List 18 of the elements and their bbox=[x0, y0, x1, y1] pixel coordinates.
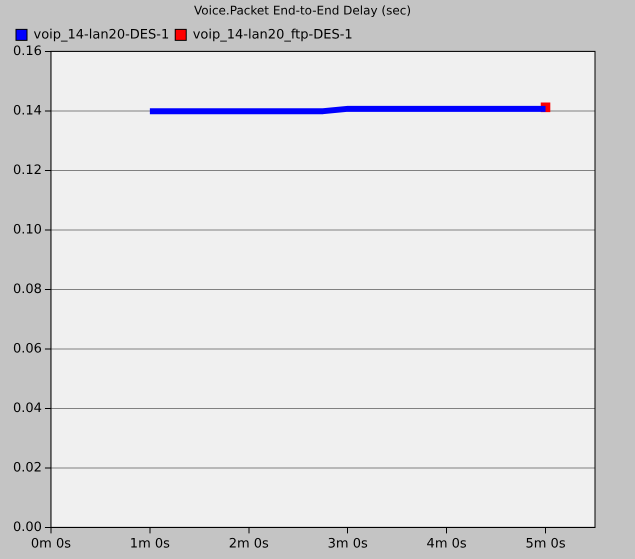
x-tick-label: 2m 0s bbox=[228, 536, 270, 552]
y-tick-label: 0.16 bbox=[12, 44, 42, 59]
x-tick-label: 3m 0s bbox=[328, 536, 368, 552]
y-tick-label: 0.06 bbox=[12, 341, 42, 356]
y-tick-label: 0.14 bbox=[12, 103, 42, 118]
chart-title: Voice.Packet End-to-End Delay (sec) bbox=[194, 3, 411, 18]
x-tick-label: 5m 0s bbox=[525, 536, 566, 552]
x-tick-label: 0m 0s bbox=[30, 536, 72, 552]
y-tick-label: 0.02 bbox=[12, 460, 42, 476]
y-tick-label: 0.08 bbox=[12, 282, 42, 297]
legend-label: voip_14-lan20_ftp-DES-1 bbox=[192, 27, 353, 42]
legend-label: voip_14-lan20-DES-1 bbox=[34, 27, 170, 42]
y-tick-label: 0.12 bbox=[12, 162, 42, 178]
x-tick-label: 4m 0s bbox=[426, 536, 467, 552]
y-tick-label: 0.00 bbox=[12, 520, 42, 535]
x-tick-label: 1m 0s bbox=[130, 536, 170, 552]
y-tick-label: 0.10 bbox=[12, 222, 42, 238]
y-tick-label: 0.04 bbox=[12, 400, 42, 416]
